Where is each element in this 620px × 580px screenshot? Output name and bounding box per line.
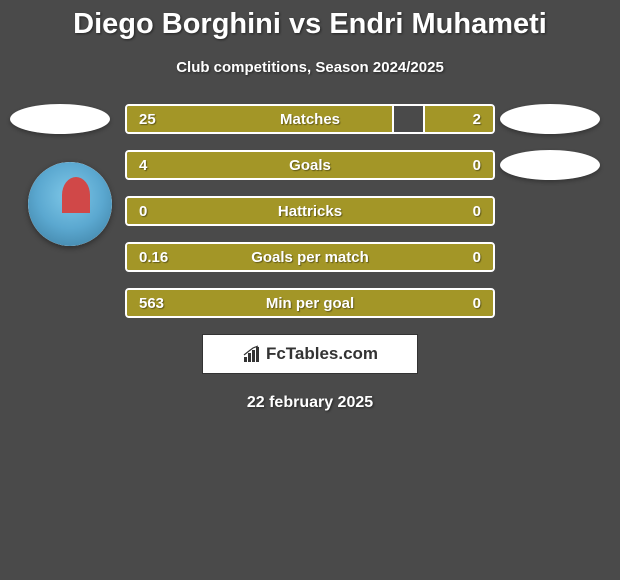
stat-row-goals-per-match: 0.16Goals per match0 <box>125 242 495 272</box>
player-badge-left-1 <box>10 104 110 134</box>
stat-row-min-per-goal: 563Min per goal0 <box>125 288 495 318</box>
stat-row-hattricks: 0Hattricks0 <box>125 196 495 226</box>
stat-row-matches: 25Matches2 <box>125 104 495 134</box>
chart-icon <box>242 345 262 363</box>
team-logo-left <box>28 162 112 246</box>
player-badge-right-1 <box>500 104 600 134</box>
stat-label: Goals <box>127 157 493 174</box>
stats-area: 25Matches24Goals00Hattricks00.16Goals pe… <box>0 104 620 318</box>
page-title: Diego Borghini vs Endri Muhameti <box>0 0 620 41</box>
stat-label: Matches <box>127 111 493 128</box>
stat-label: Min per goal <box>127 295 493 312</box>
stat-value-right: 0 <box>473 295 481 312</box>
player-badge-right-2 <box>500 150 600 180</box>
stat-row-goals: 4Goals0 <box>125 150 495 180</box>
brand-text: FcTables.com <box>266 344 378 364</box>
stat-value-right: 0 <box>473 249 481 266</box>
stat-label: Hattricks <box>127 203 493 220</box>
date-text: 22 february 2025 <box>0 394 620 412</box>
subtitle: Club competitions, Season 2024/2025 <box>0 59 620 76</box>
stat-value-right: 2 <box>473 111 481 128</box>
stat-value-right: 0 <box>473 157 481 174</box>
stat-value-right: 0 <box>473 203 481 220</box>
stat-label: Goals per match <box>127 249 493 266</box>
brand-box[interactable]: FcTables.com <box>202 334 418 374</box>
